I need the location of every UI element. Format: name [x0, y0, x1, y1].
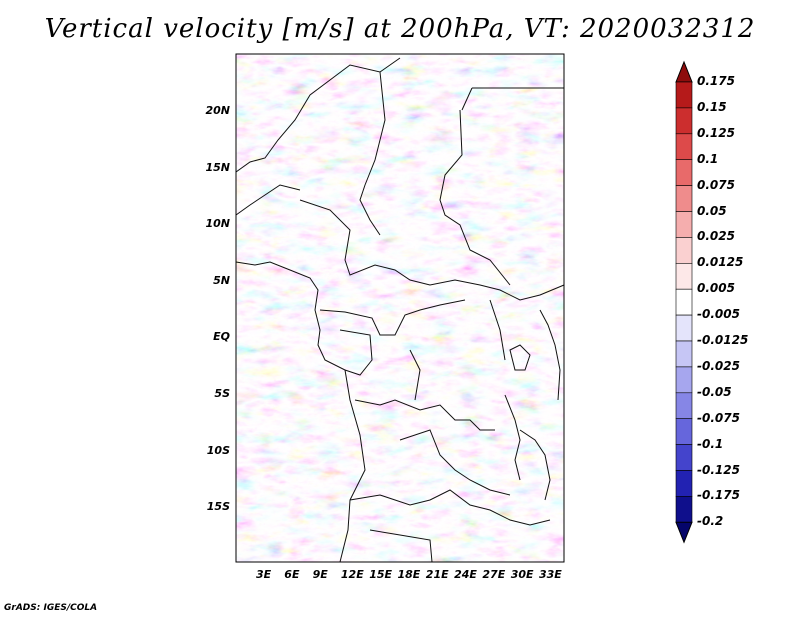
- colorbar-label: -0.2: [697, 514, 724, 529]
- longitude-label: 18E: [397, 568, 421, 581]
- colorbar-label: 0.15: [697, 99, 727, 114]
- colorbar-label: 0.005: [697, 281, 735, 296]
- footer-credit: GrADS: IGES/COLA: [4, 603, 98, 613]
- colorbar-segment: [675, 418, 693, 445]
- colorbar-segment: [675, 237, 693, 264]
- country-borders: [235, 57, 565, 563]
- colorbar-segment: [675, 262, 693, 290]
- chart-title: Vertical velocity [m/s] at 200hPa, VT: 2…: [44, 14, 756, 44]
- latitude-label: 15N: [205, 160, 230, 174]
- longitude-label: 9E: [312, 568, 328, 581]
- colorbar-segment: [675, 444, 693, 471]
- colorbar-label: -0.125: [697, 462, 740, 477]
- colorbar-label: 0.025: [697, 229, 735, 244]
- colorbar-label: -0.05: [697, 384, 732, 399]
- longitude-label: 15E: [369, 568, 393, 581]
- latitude-label: 20N: [205, 104, 230, 117]
- colorbar-label: 0.175: [697, 74, 735, 88]
- latitude-label: EQ: [213, 330, 230, 344]
- latitude-label: 5S: [214, 387, 230, 400]
- colorbar-segment: [675, 496, 693, 523]
- colorbar-segment: [675, 133, 693, 161]
- colorbar-segment: [675, 185, 693, 212]
- velocity-field: [236, 54, 564, 562]
- colorbar-label: -0.175: [697, 488, 740, 503]
- colorbar-segment: [675, 107, 693, 135]
- latitude-label: 5N: [213, 273, 230, 287]
- latitude-label: 10N: [205, 217, 230, 231]
- colorbar-top-arrow: [675, 60, 693, 83]
- colorbar: [675, 60, 693, 544]
- colorbar-label: 0.075: [697, 177, 735, 192]
- map-frame: [235, 53, 565, 563]
- colorbar-segment: [675, 470, 693, 497]
- longitude-label: 24E: [454, 568, 477, 581]
- colorbar-segment: [675, 366, 693, 394]
- latitude-label: 15S: [206, 500, 230, 514]
- colorbar-segment: [675, 314, 693, 342]
- colorbar-label: 0.1: [697, 151, 719, 166]
- colorbar-segment: [675, 288, 693, 316]
- colorbar-segment: [675, 340, 693, 368]
- colorbar-segment: [675, 81, 693, 109]
- colorbar-bottom-arrow: [675, 521, 693, 544]
- colorbar-label: -0.075: [697, 410, 740, 425]
- colorbar-label: -0.0125: [697, 333, 749, 347]
- colorbar-label: 0.125: [697, 125, 735, 140]
- longitude-label: 21E: [425, 568, 449, 581]
- longitude-label: 30E: [510, 568, 534, 581]
- colorbar-label: -0.005: [697, 307, 740, 322]
- colorbar-segment: [675, 159, 693, 186]
- longitude-label: 12E: [340, 568, 364, 581]
- colorbar-segment: [675, 211, 693, 238]
- colorbar-label: -0.1: [697, 436, 724, 451]
- colorbar-segment: [675, 392, 693, 419]
- colorbar-label: 0.05: [697, 203, 727, 218]
- latitude-label: 10S: [206, 443, 230, 457]
- longitude-label: 3E: [256, 568, 272, 581]
- colorbar-label: -0.025: [697, 358, 740, 373]
- longitude-label: 33E: [539, 568, 562, 581]
- longitude-label: 6E: [284, 568, 300, 581]
- longitude-label: 27E: [482, 568, 506, 581]
- colorbar-label: 0.0125: [697, 255, 744, 270]
